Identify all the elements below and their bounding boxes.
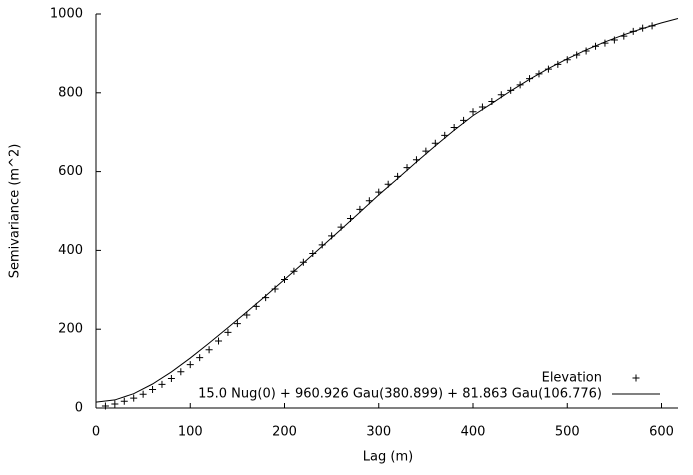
data-point <box>243 311 251 319</box>
x-tick-label: 400 <box>461 425 486 440</box>
data-point <box>299 258 307 266</box>
data-point <box>177 368 185 376</box>
data-point <box>101 402 109 410</box>
x-axis-title: Lag (m) <box>363 450 413 465</box>
data-point <box>309 250 317 258</box>
data-point <box>196 354 204 362</box>
data-point <box>205 346 213 354</box>
data-point <box>224 328 232 336</box>
y-tick-label: 800 <box>58 85 83 100</box>
data-point <box>469 108 477 116</box>
y-axis-title: Semivariance (m^2) <box>8 144 23 279</box>
x-tick-label: 0 <box>92 425 100 440</box>
x-tick-label: 100 <box>178 425 203 440</box>
data-point <box>544 65 552 73</box>
x-tick-label: 600 <box>649 425 674 440</box>
x-tick-label: 500 <box>555 425 580 440</box>
data-point <box>526 75 534 83</box>
x-tick-label: 300 <box>366 425 391 440</box>
data-point <box>120 397 128 405</box>
data-point <box>111 400 119 408</box>
legend-marker <box>632 374 640 382</box>
data-point <box>271 285 279 293</box>
data-point <box>610 36 618 44</box>
legend-label: 15.0 Nug(0) + 960.926 Gau(380.899) + 81.… <box>198 387 602 402</box>
legend-label: Elevation <box>542 371 602 386</box>
data-point <box>130 394 138 402</box>
model-line <box>95 18 679 403</box>
data-point <box>149 385 157 393</box>
data-point <box>233 320 241 328</box>
y-tick-label: 200 <box>58 322 83 337</box>
x-tick-label: 200 <box>272 425 297 440</box>
data-point <box>215 337 223 345</box>
data-point <box>186 361 194 369</box>
data-point <box>318 241 326 249</box>
data-point <box>167 374 175 382</box>
y-tick-label: 400 <box>58 243 83 258</box>
data-point <box>158 380 166 388</box>
y-tick-label: 0 <box>75 401 83 416</box>
y-tick-label: 1000 <box>50 7 83 22</box>
y-tick-label: 600 <box>58 164 83 179</box>
data-point <box>139 390 147 398</box>
